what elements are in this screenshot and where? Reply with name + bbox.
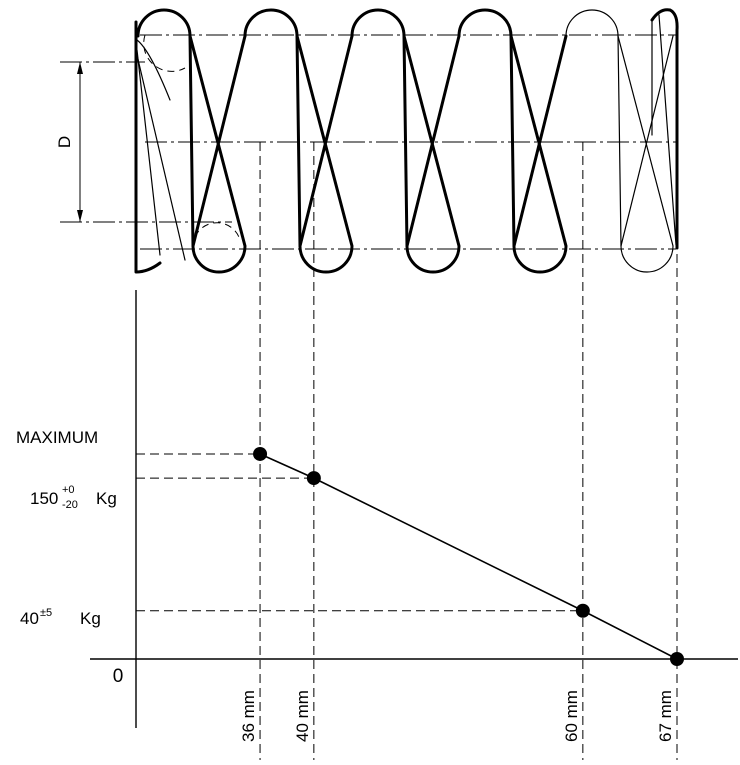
data-point [253,446,268,461]
coil-back [617,35,622,247]
origin-label: 0 [113,666,124,687]
hidden-end-bottom [194,222,241,241]
coil-back [402,34,409,248]
spring-coils [136,8,674,274]
hidden-end-top [143,34,186,72]
y-label-maximum: MAXIMUM [16,428,98,447]
y-label-150: 150 +0 -20 Kg [30,484,117,511]
y-label-150-value: 150 [30,489,58,508]
y-label-150-unit: Kg [96,489,117,508]
x-tick-label: 67 mm [656,690,675,742]
load-chart: 0 36 mm 40 mm 60 mm 67 mm MAXIMUM 150 +0 -2… [16,142,738,760]
x-tick-labels: 36 mm 40 mm 60 mm 67 mm [239,690,675,742]
coil [136,8,247,274]
diameter-label: D [55,136,74,148]
data-point [575,603,590,618]
coil [243,8,354,274]
y-label-40-unit: Kg [80,609,101,628]
coil-back [295,34,302,248]
spring-right-end [650,8,679,250]
coil-back [188,34,195,248]
coil-back [509,34,516,248]
x-tick-label: 60 mm [562,690,581,742]
data-point [306,471,321,486]
data-points [253,446,684,666]
spring-left-end [134,20,162,274]
y-label-40-tolerance: ±5 [40,607,52,619]
y-label-40: 40 ±5 Kg [20,607,101,628]
coil [350,8,461,274]
coil [457,8,568,274]
coil [565,9,674,273]
y-label-40-value: 40 [20,609,39,628]
data-point [670,652,684,666]
load-curve [259,453,678,660]
spring-drawing: D [55,8,679,274]
y-label-150-tol-lower: -20 [62,499,78,511]
x-tick-label: 36 mm [239,690,258,742]
diameter-dimension: D [55,62,83,222]
y-label-150-tol-upper: +0 [62,484,75,496]
x-tick-label: 40 mm [293,690,312,742]
